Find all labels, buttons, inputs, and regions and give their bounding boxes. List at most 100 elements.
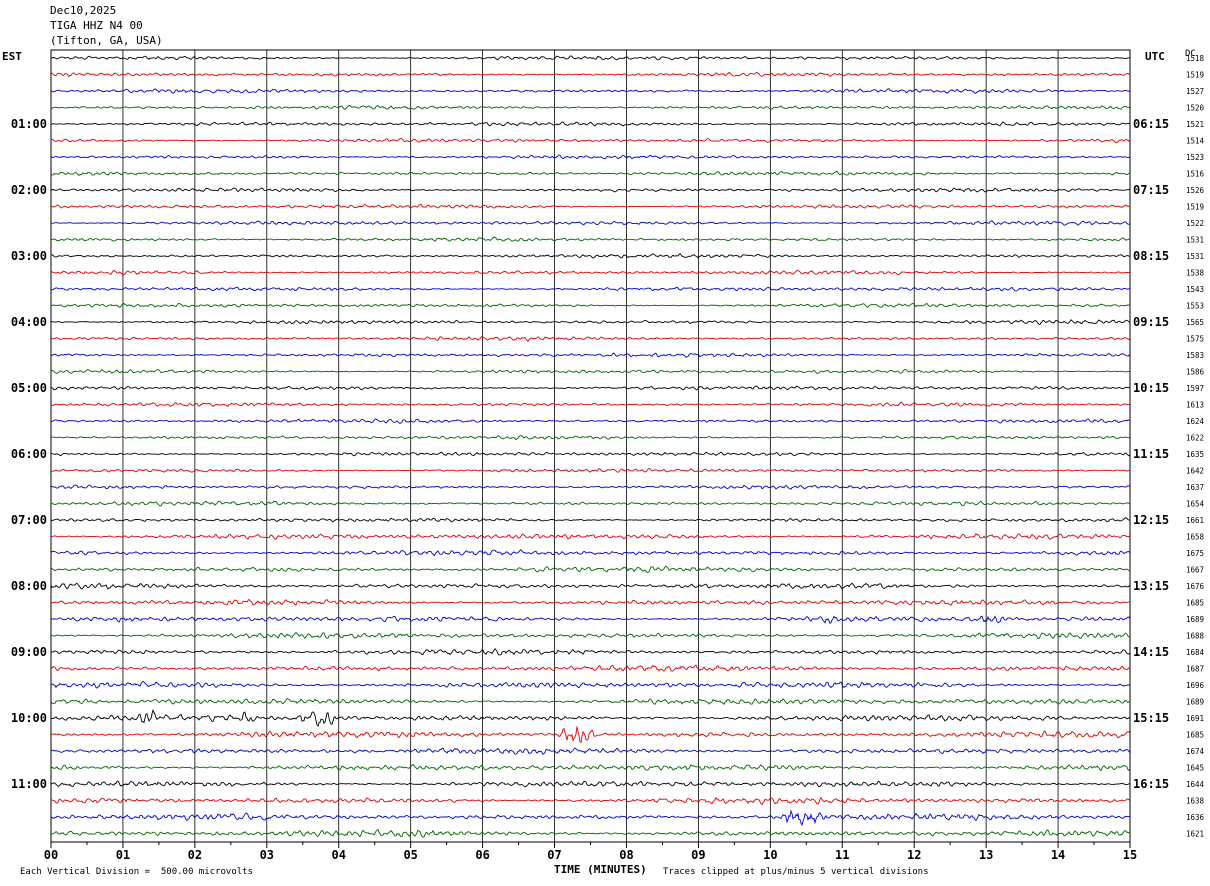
dc-value-row-25: 1635	[1186, 450, 1204, 459]
trace-row-35	[50, 615, 1131, 625]
trace-row-28	[50, 500, 1131, 507]
trace-row-10	[50, 203, 1131, 209]
dc-value-row-31: 1675	[1186, 549, 1204, 558]
left-time-label-0700: 07:00	[11, 513, 47, 527]
dc-value-row-27: 1637	[1186, 483, 1204, 492]
x-tick-label-02: 02	[188, 848, 202, 862]
trace-row-14	[50, 269, 1131, 276]
left-time-label-0500: 05:00	[11, 381, 47, 395]
trace-row-12	[50, 236, 1131, 242]
dc-value-row-6: 1514	[1186, 137, 1205, 146]
trace-row-42	[50, 726, 1131, 744]
x-tick-label-04: 04	[332, 848, 346, 862]
left-timezone-label: EST	[2, 50, 22, 63]
trace-row-2	[50, 71, 1131, 78]
dc-value-row-4: 1520	[1186, 104, 1205, 113]
dc-value-row-26: 1642	[1186, 467, 1204, 476]
dc-value-row-22: 1613	[1186, 401, 1204, 410]
dc-value-row-29: 1661	[1186, 516, 1204, 525]
trace-row-45	[50, 780, 1131, 788]
dc-value-row-40: 1689	[1186, 698, 1204, 707]
trace-row-32	[50, 565, 1131, 573]
left-time-label-0400: 04:00	[11, 315, 47, 329]
trace-row-22	[50, 401, 1131, 407]
right-timezone-label: UTC	[1145, 50, 1165, 63]
trace-row-13	[50, 252, 1131, 259]
dc-value-row-20: 1586	[1186, 368, 1205, 377]
dc-column-label: DC	[1185, 49, 1196, 59]
dc-value-row-35: 1689	[1186, 615, 1204, 624]
trace-row-41	[50, 709, 1131, 727]
dc-value-row-12: 1531	[1186, 236, 1204, 245]
trace-row-36	[50, 631, 1131, 640]
dc-value-row-23: 1624	[1186, 417, 1205, 426]
dc-value-row-19: 1583	[1186, 351, 1204, 360]
right-time-label-0815: 08:15	[1133, 249, 1169, 263]
x-tick-label-14: 14	[1051, 848, 1065, 862]
trace-row-43	[50, 747, 1131, 755]
trace-row-40	[50, 698, 1131, 706]
left-time-label-1100: 11:00	[11, 777, 47, 791]
dc-value-row-18: 1575	[1186, 335, 1204, 344]
dc-value-row-28: 1654	[1186, 500, 1205, 509]
dc-value-row-10: 1519	[1186, 203, 1204, 212]
trace-row-3	[50, 88, 1131, 94]
right-time-label-0715: 07:15	[1133, 183, 1169, 197]
trace-row-17	[50, 319, 1131, 325]
x-tick-label-00: 00	[44, 848, 58, 862]
dc-value-row-2: 1519	[1186, 71, 1204, 80]
dc-value-row-37: 1684	[1186, 648, 1205, 657]
scale-note: Each Vertical Division = 500.00 microvol…	[20, 867, 253, 877]
dc-value-row-1: 1518	[1186, 54, 1205, 63]
dc-value-row-47: 1636	[1186, 813, 1205, 822]
trace-row-6	[50, 137, 1131, 144]
right-time-label-1415: 14:15	[1133, 645, 1169, 659]
header-date: Dec10,2025	[50, 4, 117, 17]
right-time-label-0615: 06:15	[1133, 117, 1169, 131]
dc-value-row-32: 1667	[1186, 566, 1204, 575]
trace-row-33	[50, 582, 1131, 590]
dc-value-row-7: 1523	[1186, 153, 1204, 162]
dc-value-row-41: 1691	[1186, 714, 1204, 723]
x-tick-label-08: 08	[619, 848, 633, 862]
x-tick-label-07: 07	[547, 848, 561, 862]
trace-row-23	[50, 418, 1131, 424]
x-tick-label-11: 11	[835, 848, 849, 862]
right-time-label-1115: 11:15	[1133, 447, 1169, 461]
right-time-label-1015: 10:15	[1133, 381, 1169, 395]
right-time-label-1515: 15:15	[1133, 711, 1169, 725]
trace-row-38	[50, 664, 1131, 672]
trace-row-11	[50, 220, 1131, 226]
dc-value-row-45: 1644	[1186, 780, 1205, 789]
header-location: (Tifton, GA, USA)	[50, 34, 163, 47]
dc-value-row-33: 1676	[1186, 582, 1205, 591]
header-station: TIGA HHZ N4 00	[50, 19, 143, 32]
trace-row-20	[50, 368, 1131, 374]
trace-row-4	[50, 104, 1131, 111]
dc-value-row-42: 1685	[1186, 731, 1204, 740]
dc-value-row-15: 1543	[1186, 285, 1204, 294]
trace-row-39	[50, 680, 1131, 689]
trace-row-46	[50, 796, 1131, 806]
trace-row-1	[50, 55, 1131, 61]
trace-row-31	[50, 549, 1131, 557]
dc-value-row-17: 1565	[1186, 318, 1204, 327]
dc-value-row-13: 1531	[1186, 252, 1204, 261]
dc-value-row-44: 1645	[1186, 764, 1204, 773]
dc-value-row-43: 1674	[1186, 747, 1205, 756]
trace-row-47	[50, 809, 1131, 827]
dc-value-row-8: 1516	[1186, 170, 1205, 179]
x-tick-label-10: 10	[763, 848, 777, 862]
left-time-label-0800: 08:00	[11, 579, 47, 593]
right-time-label-1615: 16:15	[1133, 777, 1169, 791]
left-time-label-0900: 09:00	[11, 645, 47, 659]
right-time-label-1215: 12:15	[1133, 513, 1169, 527]
trace-row-7	[50, 154, 1131, 160]
left-time-label-1000: 10:00	[11, 711, 47, 725]
dc-value-row-11: 1522	[1186, 219, 1204, 228]
left-time-label-0100: 01:00	[11, 117, 47, 131]
trace-row-18	[50, 335, 1131, 342]
x-tick-label-06: 06	[475, 848, 489, 862]
trace-row-44	[50, 763, 1131, 772]
